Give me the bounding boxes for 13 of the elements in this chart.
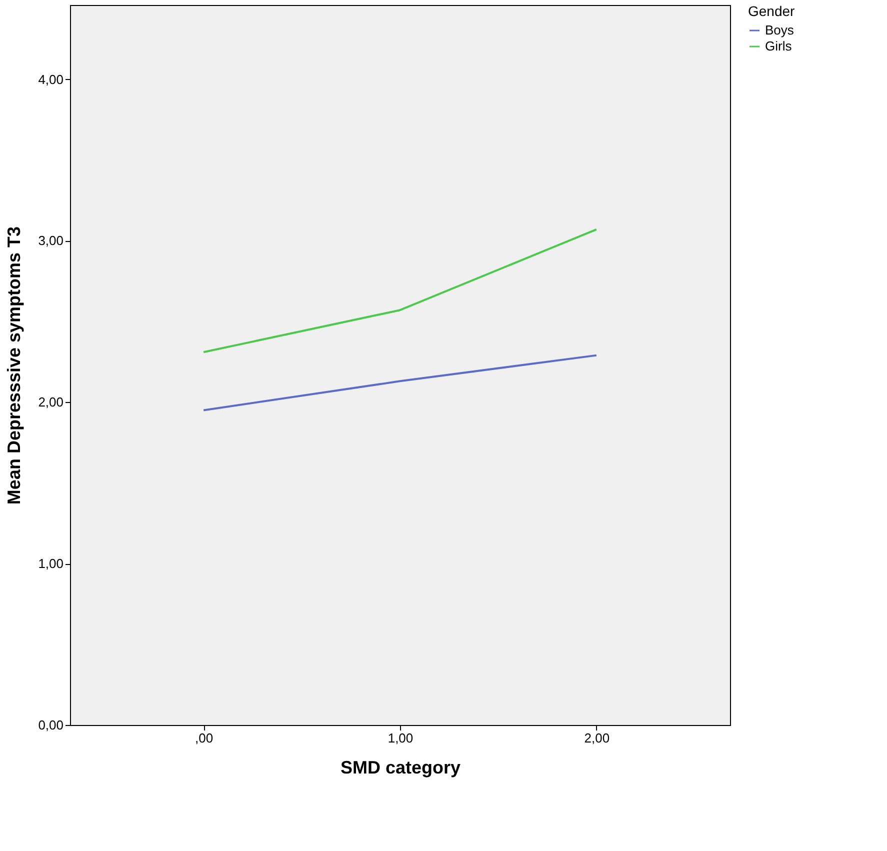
legend-label: Boys	[765, 22, 794, 38]
y-tick-label: 2,00	[38, 394, 64, 410]
y-tick-label: 1,00	[38, 556, 64, 572]
x-tick-label: ,00	[195, 730, 214, 746]
y-tick-label: 3,00	[38, 233, 64, 248]
y-axis-title: Mean Depresssive symptoms T3	[4, 226, 24, 505]
x-tick-label: 2,00	[584, 730, 610, 746]
y-tick-label: 4,00	[38, 72, 64, 87]
legend-title: Gender	[748, 3, 796, 19]
x-tick-label: 1,00	[388, 730, 414, 746]
x-axis-title: SMD category	[340, 758, 461, 778]
legend-label: Girls	[765, 38, 792, 54]
y-tick-label: 0,00	[38, 718, 64, 732]
